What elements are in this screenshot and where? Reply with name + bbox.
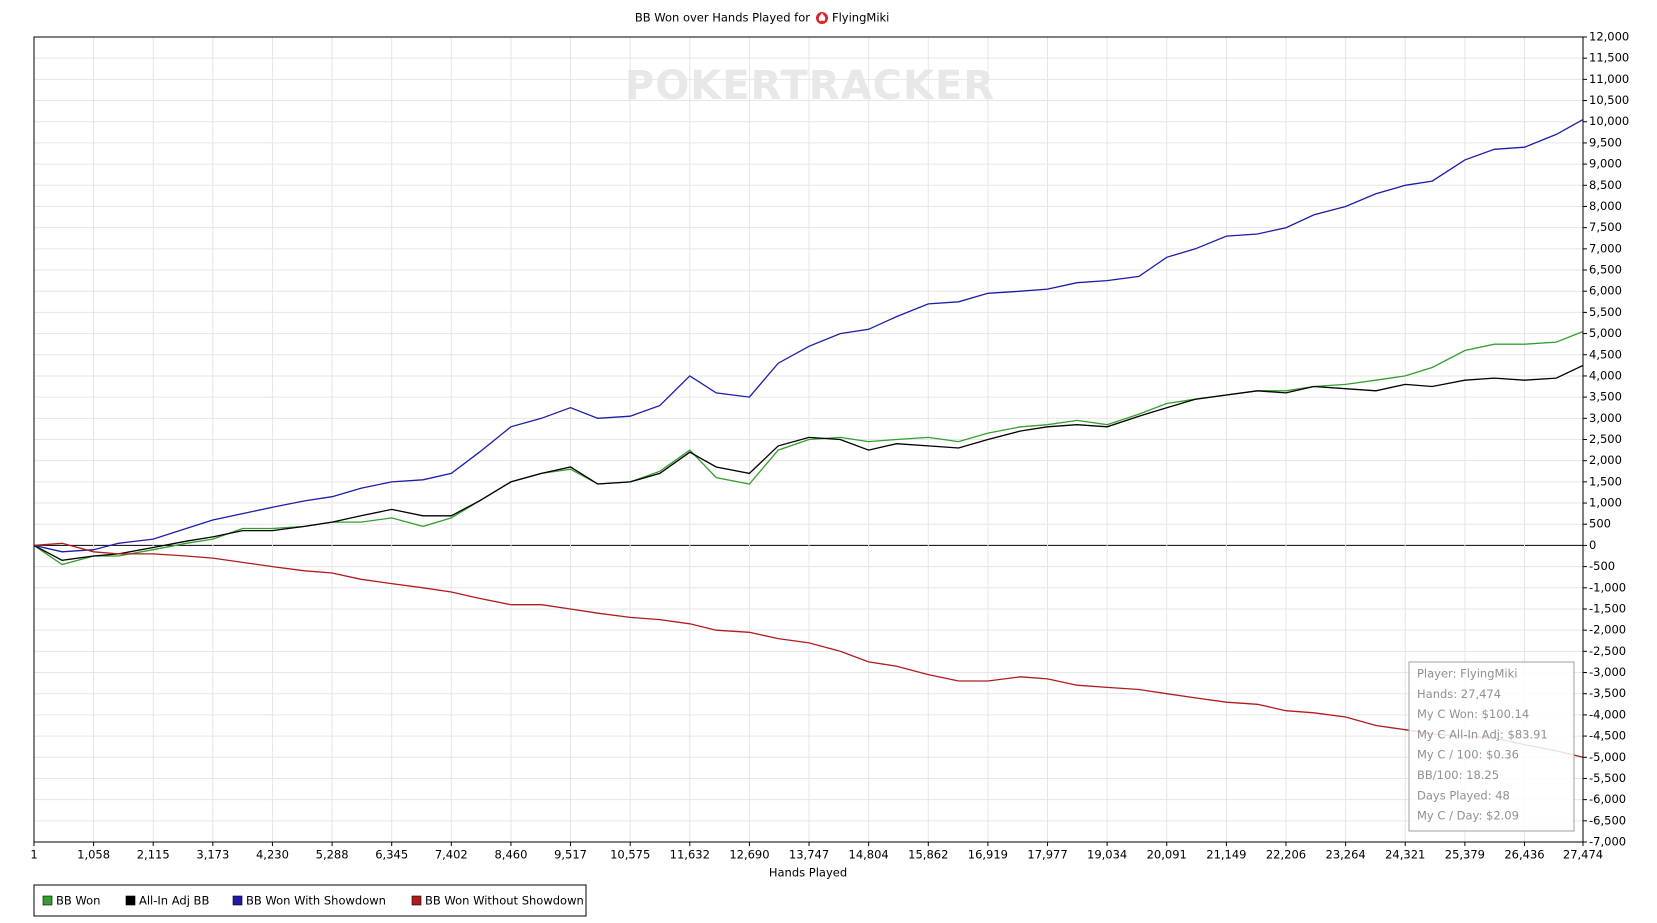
stat-line: My C Won: $100.14 — [1417, 707, 1529, 721]
stat-line: My C / 100: $0.36 — [1417, 748, 1519, 762]
x-tick-label: 3,173 — [196, 848, 229, 862]
x-tick-label: 8,460 — [494, 848, 527, 862]
y-tick-label: 11,000 — [1589, 72, 1629, 86]
y-tick-label: 4,500 — [1589, 347, 1622, 361]
stat-line: Hands: 27,474 — [1417, 687, 1501, 701]
y-tick-label: -3,500 — [1589, 686, 1626, 700]
stat-line: My C All-In Adj: $83.91 — [1417, 727, 1548, 741]
y-tick-label: -6,500 — [1589, 813, 1626, 827]
series-line — [33, 364, 1584, 561]
y-tick-label: 2,500 — [1589, 432, 1622, 446]
chart-title: BB Won over Hands Played for — [635, 11, 810, 25]
y-tick-label: 12,000 — [1589, 30, 1629, 44]
x-tick-label: 22,206 — [1266, 848, 1306, 862]
x-tick-label: 10,575 — [610, 848, 650, 862]
y-tick-label: 7,500 — [1589, 220, 1622, 234]
x-tick-label: 1,058 — [77, 848, 110, 862]
legend-label: BB Won With Showdown — [246, 894, 386, 908]
series-line — [33, 330, 1584, 566]
legend-swatch — [42, 895, 53, 906]
y-tick-label: 3,000 — [1589, 411, 1622, 425]
y-tick-label: 1,000 — [1589, 496, 1622, 510]
y-tick-label: -5,000 — [1589, 750, 1626, 764]
y-tick-label: 4,000 — [1589, 368, 1622, 382]
x-tick-label: 11,632 — [670, 848, 710, 862]
y-tick-label: -7,000 — [1589, 835, 1626, 849]
x-tick-label: 13,747 — [789, 848, 829, 862]
legend-label: BB Won Without Showdown — [425, 894, 584, 908]
stat-line: Player: FlyingMiki — [1417, 667, 1518, 681]
y-tick-label: 10,500 — [1589, 93, 1629, 107]
x-tick-label: 12,690 — [729, 848, 769, 862]
y-tick-label: 6,000 — [1589, 284, 1622, 298]
x-tick-label: 23,264 — [1326, 848, 1366, 862]
x-tick-label: 6,345 — [375, 848, 408, 862]
x-tick-label: 25,379 — [1445, 848, 1485, 862]
x-tick-label: 24,321 — [1385, 848, 1425, 862]
x-tick-label: 2,115 — [137, 848, 170, 862]
y-tick-label: -1,500 — [1589, 601, 1626, 615]
y-tick-label: -4,000 — [1589, 707, 1626, 721]
series-line — [33, 119, 1584, 553]
y-tick-label: 3,500 — [1589, 390, 1622, 404]
x-tick-label: 14,804 — [849, 848, 889, 862]
player-name: FlyingMiki — [832, 11, 889, 25]
x-tick-label: 5,288 — [316, 848, 349, 862]
x-tick-label: 4,230 — [256, 848, 289, 862]
y-tick-label: 7,000 — [1589, 241, 1622, 255]
x-tick-label: 9,517 — [554, 848, 587, 862]
stat-line: My C / Day: $2.09 — [1417, 809, 1519, 823]
x-tick-label: 19,034 — [1087, 848, 1127, 862]
legend-label: All-In Adj BB — [139, 894, 209, 908]
stat-line: BB/100: 18.25 — [1417, 768, 1499, 782]
x-tick-label: 26,436 — [1504, 848, 1544, 862]
y-tick-label: -2,000 — [1589, 623, 1626, 637]
y-tick-label: 2,000 — [1589, 453, 1622, 467]
y-tick-label: 0 — [1589, 538, 1596, 552]
x-tick-label: 21,149 — [1206, 848, 1246, 862]
y-tick-label: -4,500 — [1589, 729, 1626, 743]
legend-swatch — [232, 895, 243, 906]
x-tick-label: 15,862 — [908, 848, 948, 862]
y-tick-label: 1,500 — [1589, 474, 1622, 488]
stats-box — [1408, 661, 1575, 832]
legend-swatch — [411, 895, 422, 906]
x-tick-label: 27,474 — [1563, 848, 1603, 862]
y-tick-label: 8,000 — [1589, 199, 1622, 213]
x-tick-label: 7,402 — [435, 848, 468, 862]
x-tick-label: 17,977 — [1027, 848, 1067, 862]
watermark: POKERTRACKER — [625, 63, 995, 109]
y-tick-label: 5,500 — [1589, 305, 1622, 319]
x-axis-label: Hands Played — [769, 866, 847, 880]
y-tick-label: 10,000 — [1589, 114, 1629, 128]
legend-label: BB Won — [56, 894, 100, 908]
y-tick-label: 5,000 — [1589, 326, 1622, 340]
y-tick-label: -5,500 — [1589, 771, 1626, 785]
y-tick-label: -6,000 — [1589, 792, 1626, 806]
y-tick-label: -3,000 — [1589, 665, 1626, 679]
legend-swatch — [125, 895, 136, 906]
y-tick-label: 500 — [1589, 517, 1611, 531]
y-tick-label: 11,500 — [1589, 51, 1629, 65]
y-tick-label: -2,500 — [1589, 644, 1626, 658]
y-tick-label: 9,500 — [1589, 135, 1622, 149]
y-tick-label: 8,500 — [1589, 178, 1622, 192]
series-line — [33, 542, 1584, 758]
y-tick-label: -1,000 — [1589, 580, 1626, 594]
spade-icon — [816, 12, 828, 24]
y-tick-label: 6,500 — [1589, 263, 1622, 277]
x-tick-label: 1 — [30, 848, 37, 862]
y-tick-label: 9,000 — [1589, 157, 1622, 171]
stat-line: Days Played: 48 — [1417, 788, 1510, 802]
x-tick-label: 16,919 — [968, 848, 1008, 862]
x-tick-label: 20,091 — [1147, 848, 1187, 862]
y-tick-label: -500 — [1589, 559, 1615, 573]
